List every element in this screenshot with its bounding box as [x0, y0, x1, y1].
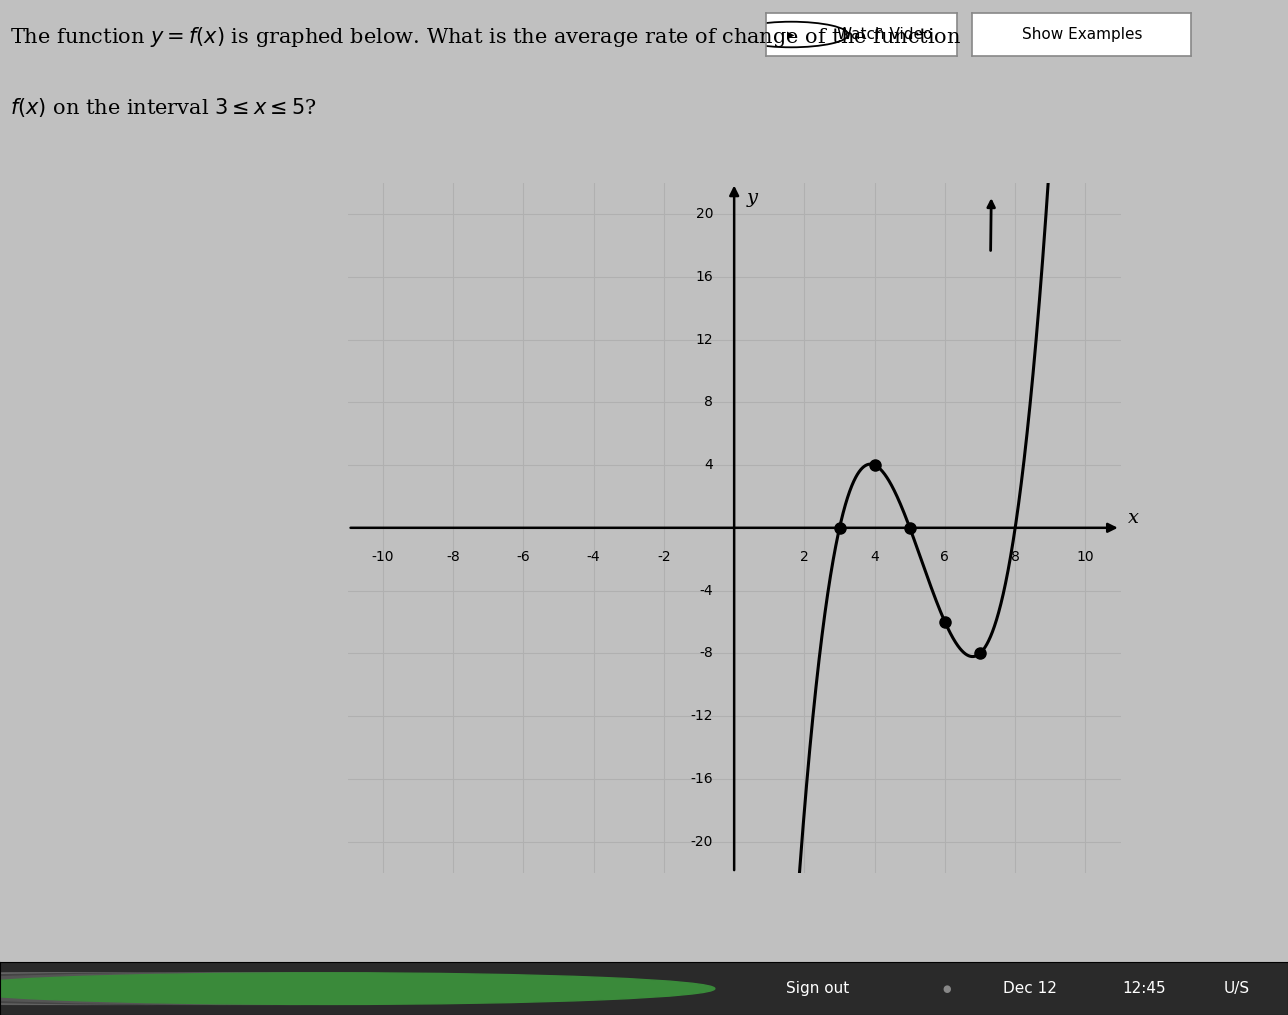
Text: 10: 10	[1077, 550, 1095, 563]
Text: 12: 12	[696, 333, 714, 346]
Circle shape	[0, 972, 496, 1005]
Text: -16: -16	[690, 771, 714, 786]
Text: -8: -8	[699, 647, 714, 661]
Text: 20: 20	[696, 207, 714, 221]
Text: Sign out: Sign out	[786, 982, 850, 996]
Text: -12: -12	[690, 709, 714, 723]
Text: 8: 8	[1011, 550, 1020, 563]
Text: Watch Video: Watch Video	[837, 27, 933, 42]
Text: Dec 12: Dec 12	[1003, 982, 1057, 996]
Circle shape	[0, 972, 715, 1005]
Text: 4: 4	[705, 458, 714, 472]
Text: -2: -2	[657, 550, 671, 563]
Text: -20: -20	[690, 834, 714, 849]
Text: -8: -8	[446, 550, 460, 563]
Text: 16: 16	[696, 270, 714, 284]
Text: y: y	[746, 189, 757, 207]
Circle shape	[0, 972, 573, 1005]
Text: -4: -4	[587, 550, 600, 563]
Circle shape	[0, 972, 431, 1005]
Text: x: x	[1127, 510, 1139, 528]
Circle shape	[0, 972, 644, 1005]
Text: 8: 8	[705, 395, 714, 409]
Text: 6: 6	[940, 550, 949, 563]
Text: -10: -10	[372, 550, 394, 563]
Text: 2: 2	[800, 550, 809, 563]
Text: Show Examples: Show Examples	[1021, 27, 1142, 42]
Text: $f(x)$ on the interval $3 \leq x \leq 5$?: $f(x)$ on the interval $3 \leq x \leq 5$…	[10, 96, 317, 120]
Text: -4: -4	[699, 584, 714, 598]
Text: U/S: U/S	[1224, 982, 1249, 996]
Text: The function $y = f(x)$ is graphed below. What is the average rate of change of : The function $y = f(x)$ is graphed below…	[10, 25, 962, 50]
Text: 12:45: 12:45	[1122, 982, 1166, 996]
Text: ▶: ▶	[787, 29, 795, 40]
Text: -6: -6	[516, 550, 531, 563]
Text: ●: ●	[943, 984, 951, 994]
Text: 4: 4	[871, 550, 878, 563]
